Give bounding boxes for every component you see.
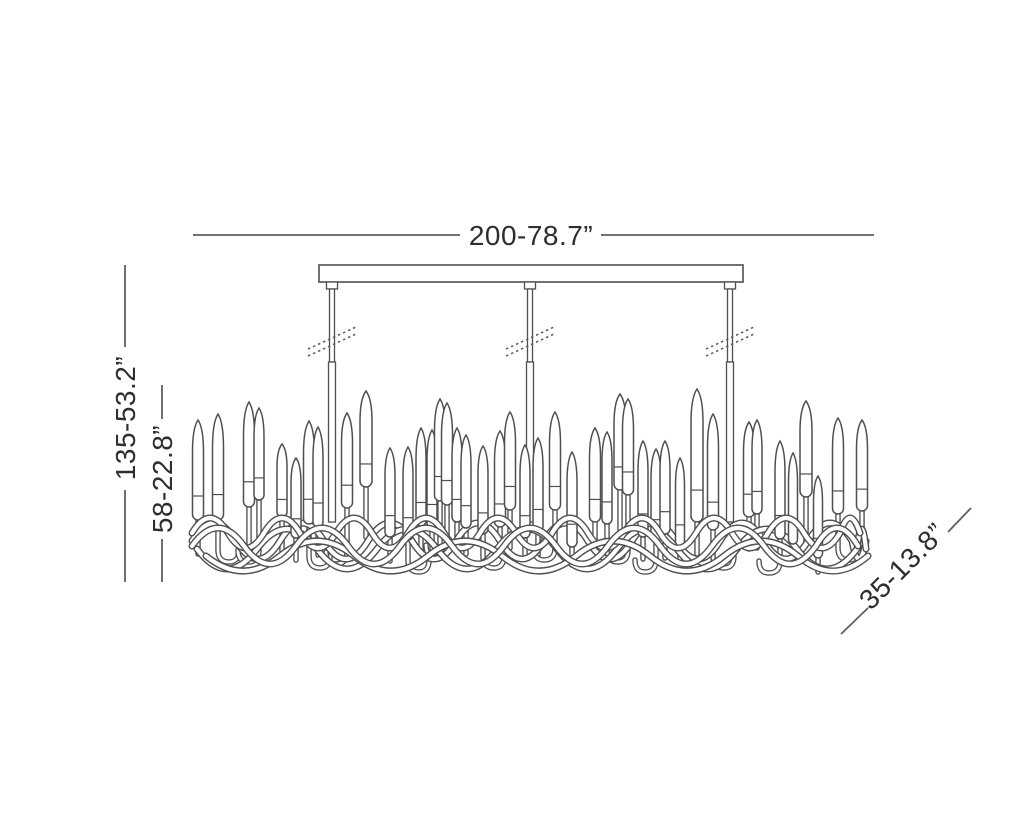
rod-sleeve [725,361,735,523]
candle-diffuser [532,436,544,533]
depth-dim-line [947,507,972,533]
candle-diffuser [211,412,225,521]
rod-connector [523,281,537,290]
candle-diffuser [799,399,813,498]
candle-diffuser [415,426,427,527]
candle-diffuser [451,426,463,523]
candle-diffuser [637,439,649,538]
candle-diffuser [290,456,302,539]
candle-diffuser [690,387,704,523]
candle-diffuser [751,418,763,515]
candle-diffuser [302,419,316,525]
candle-diffuser [601,430,613,525]
depth-dim-line [840,607,869,635]
candle-diffuser [774,439,786,540]
rod-connector [723,281,737,290]
candle-diffuser [384,446,396,538]
length-break-mark [307,333,357,357]
length-break-mark [705,326,755,350]
branch-wave-core [189,526,861,566]
candle-diffuser [674,456,686,547]
candle-diffuser [831,416,845,515]
candle-stem-core [605,519,630,564]
candle-diffuser [519,443,531,539]
candle-diffuser [276,442,288,518]
candle-diffuser [460,433,472,529]
length-break-mark [705,333,755,357]
depth-dimension-label: 35-13.8” [853,517,951,615]
suspension-rod [526,288,534,363]
candle-diffuser [787,451,799,545]
candle-diffuser [359,389,373,488]
suspension-rod [726,288,734,363]
dimension-lines [124,234,972,635]
candle-diffuser [706,412,720,531]
suspension-rod [328,288,336,363]
candle-diffuser [191,418,205,521]
width-dimension-label: 200-78.7” [469,220,593,251]
rod-connector [325,281,339,290]
canopy-bar [318,264,744,283]
candle-diffuser [503,410,517,511]
candle-diffuser [253,406,265,501]
length-break-mark [505,333,555,357]
body-height-dimension-label: 58-22.8” [147,425,178,533]
candle-diffuser [588,426,602,523]
length-break-mark [505,326,555,350]
length-break-mark [307,326,357,350]
candle-diffuser [621,397,635,496]
candle-diffuser [855,418,869,512]
candle-diffuser [566,450,578,548]
candle-diffuser [340,411,354,509]
candle-diffuser [440,401,454,506]
chandelier-drawing [188,264,872,576]
candle-diffuser [312,425,324,528]
rod-sleeve [327,361,337,523]
candle-diffuser [548,410,562,511]
overall-height-dimension-label: 135-53.2” [110,356,141,480]
candle-diffuser [659,439,671,535]
candle-diffuser [242,400,256,508]
